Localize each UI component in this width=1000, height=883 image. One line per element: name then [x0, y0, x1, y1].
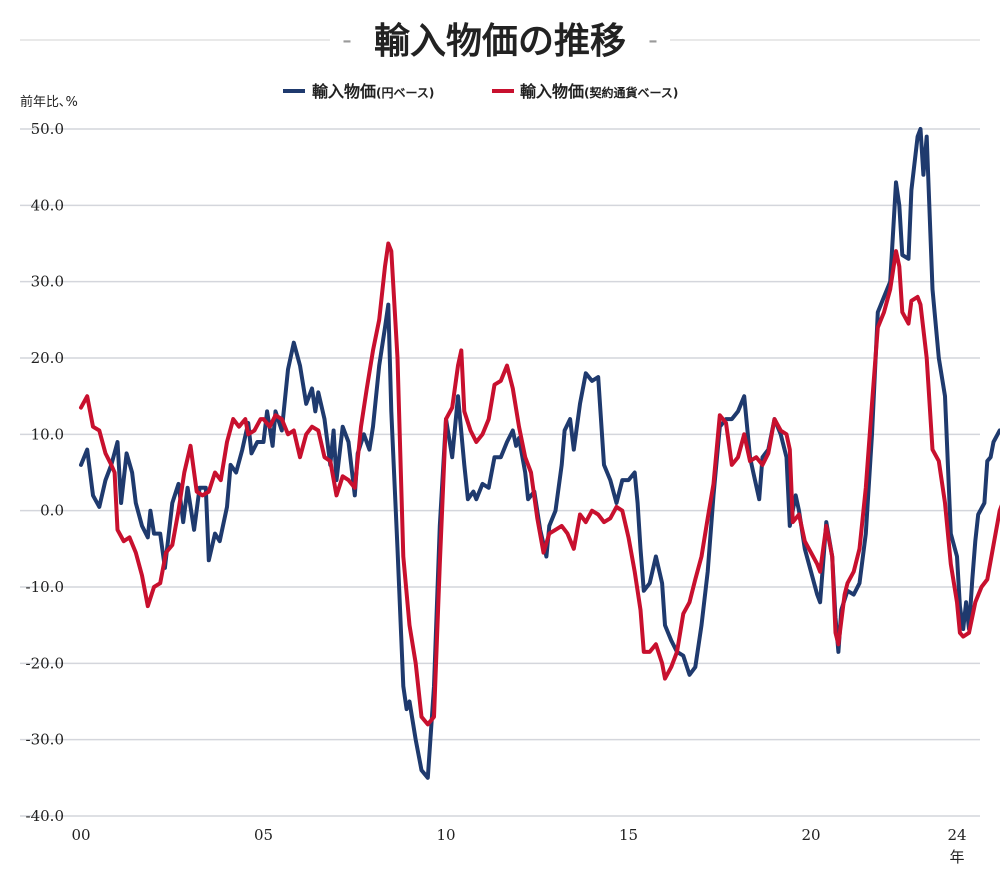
x-tick-label: 10: [436, 826, 455, 844]
x-tick-label: 24: [947, 826, 966, 844]
y-tick-labels: 50.0 40.0 30.0 20.0 10.0 0.0 -10.0 -20.0 -30.0 -4…: [26, 120, 64, 825]
y-tick-label: 10.0: [31, 425, 64, 443]
y-tick-label: -30.0: [26, 731, 64, 749]
y-tick-label: 40.0: [31, 196, 64, 214]
title-backdrop: [330, 14, 670, 64]
x-tick-label: 20: [801, 826, 820, 844]
x-tick-label: 15: [619, 826, 638, 844]
series-line-yen-basis: [79, 127, 1000, 780]
legend: 輸入物価(円ベース) 輸入物価(契約通貨ベース): [283, 82, 678, 101]
series-line-contract-currency-basis: [79, 241, 1000, 727]
x-tick-labels: 00 05 10 15 20 24: [71, 826, 966, 844]
y-tick-label: 50.0: [31, 120, 64, 138]
y-tick-label: 20.0: [31, 349, 64, 367]
series-lines: [79, 127, 1000, 780]
y-tick-label: 0.0: [40, 502, 64, 520]
y-tick-label: -10.0: [26, 578, 64, 596]
y-axis-label: 前年比､%: [20, 94, 78, 110]
x-tick-label: 00: [71, 826, 90, 844]
title-dash-left: -: [342, 23, 351, 56]
gridlines: [20, 128, 980, 817]
legend-label-contract: 輸入物価(契約通貨ベース): [520, 82, 678, 101]
x-tick-label: 05: [254, 826, 273, 844]
y-tick-label: -20.0: [26, 654, 64, 672]
y-tick-label: 30.0: [31, 273, 64, 291]
x-axis-unit: 年: [949, 848, 964, 866]
title-dash-right: -: [648, 23, 657, 56]
legend-label-yen: 輸入物価(円ベース): [312, 82, 434, 101]
chart-title: 輸入物価の推移: [374, 20, 626, 62]
y-tick-label: -40.0: [26, 807, 64, 825]
